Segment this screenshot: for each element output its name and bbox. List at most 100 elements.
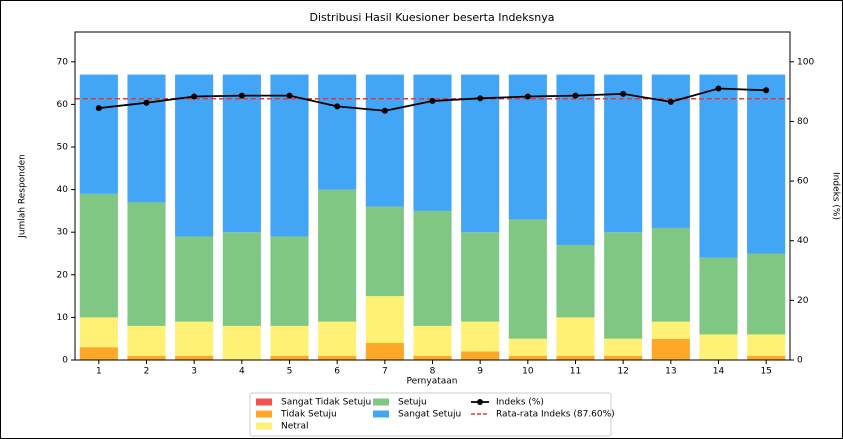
bar-segment [270,355,309,360]
bar-segment [127,202,166,326]
legend-label: Indeks (%) [496,398,544,408]
bar-segment [365,342,404,360]
y2-tick-label: 0 [797,356,803,366]
bar-segment [79,193,118,318]
legend-label: Netral [281,422,309,432]
bar-segment [79,317,118,348]
legend-label: Sangat Setuju [398,410,461,420]
y2-tick-label: 60 [797,177,809,187]
bar-segment [270,325,309,356]
bar-segment [175,74,214,237]
legend-swatch [256,422,272,430]
bar-segment [699,74,738,258]
y-tick-label: 50 [57,143,69,153]
bar-segment [747,253,786,335]
y2-tick-label: 100 [797,57,814,67]
legend-swatch [373,410,389,418]
bar-segment [556,74,595,245]
bar-segment [508,219,547,339]
x-tick-label: 9 [477,367,483,377]
bar-segment [270,236,309,326]
bar-segment [127,325,166,356]
index-point [429,97,436,104]
bar-segment [461,321,500,352]
x-tick-label: 13 [665,367,676,377]
bar-segment [651,321,690,339]
bar-segment [413,325,452,356]
y-tick-label: 20 [57,270,69,280]
bar-segment [699,334,738,360]
bar-segment [556,317,595,356]
bar-segment [556,355,595,360]
bar-segment [604,355,643,360]
x-tick-label: 5 [287,367,293,377]
bar-segment [604,74,643,233]
legend-label: Sangat Tidak Setuju [281,398,371,408]
y2-tick-label: 20 [797,296,809,306]
bar-segment [222,74,261,233]
x-tick-label: 10 [522,367,534,377]
plot-frame [74,31,791,361]
y-tick-label: 30 [57,228,69,238]
bar-segment [508,338,547,356]
index-point [191,93,198,100]
bar-segment [747,334,786,356]
index-point [143,99,150,106]
index-point [95,105,102,112]
bar-segment [222,232,261,326]
bar-segment [413,355,452,360]
bar-segment [127,74,166,203]
index-point [238,92,245,99]
bar-segment [318,74,357,190]
bar-segment [651,338,690,360]
bar-segment [127,355,166,360]
index-point [715,85,722,92]
bar-segment [365,74,404,207]
bar-segment [175,236,214,322]
bar-segment [604,338,643,356]
bar-segment [318,321,357,356]
legend-label: Tidak Setuju [280,410,337,420]
y-tick-label: 40 [57,185,69,195]
y2-tick-label: 40 [797,236,809,246]
bar-segment [413,210,452,326]
bar-segment [365,296,404,343]
legend-label: Setuju [398,398,427,408]
y-tick-label: 60 [57,100,69,110]
bar-segment [747,74,786,254]
legend-swatch [256,410,272,418]
bar-segment [556,244,595,318]
x-tick-label: 8 [430,367,436,377]
y-axis-label: Jumlah Responden [18,154,28,239]
y2-tick-label: 80 [797,117,809,127]
x-tick-label: 1 [96,367,102,377]
bar-segment [508,355,547,360]
bar-segment [222,325,261,360]
legend-swatch [477,399,483,405]
index-point [763,87,770,94]
index-point [524,93,531,100]
x-tick-label: 11 [570,367,581,377]
y-tick-label: 0 [62,356,68,366]
x-tick-label: 4 [239,367,245,377]
x-tick-label: 7 [382,367,388,377]
y-tick-label: 70 [57,57,69,67]
bar-segment [318,355,357,360]
index-point [381,107,388,114]
index-point [572,92,579,99]
bar-segment [413,74,452,211]
x-tick-label: 14 [713,367,725,377]
legend-box [249,392,612,437]
legend-swatch [373,398,389,406]
index-point [477,95,484,102]
y-tick-label: 10 [57,313,69,323]
bar-segment [79,74,118,194]
bar-segment [747,355,786,360]
bar-segment [365,206,404,297]
x-tick-label: 3 [191,367,197,377]
x-axis-label: Pernyataan [407,377,458,387]
index-point [667,98,674,105]
x-tick-label: 15 [760,367,771,377]
